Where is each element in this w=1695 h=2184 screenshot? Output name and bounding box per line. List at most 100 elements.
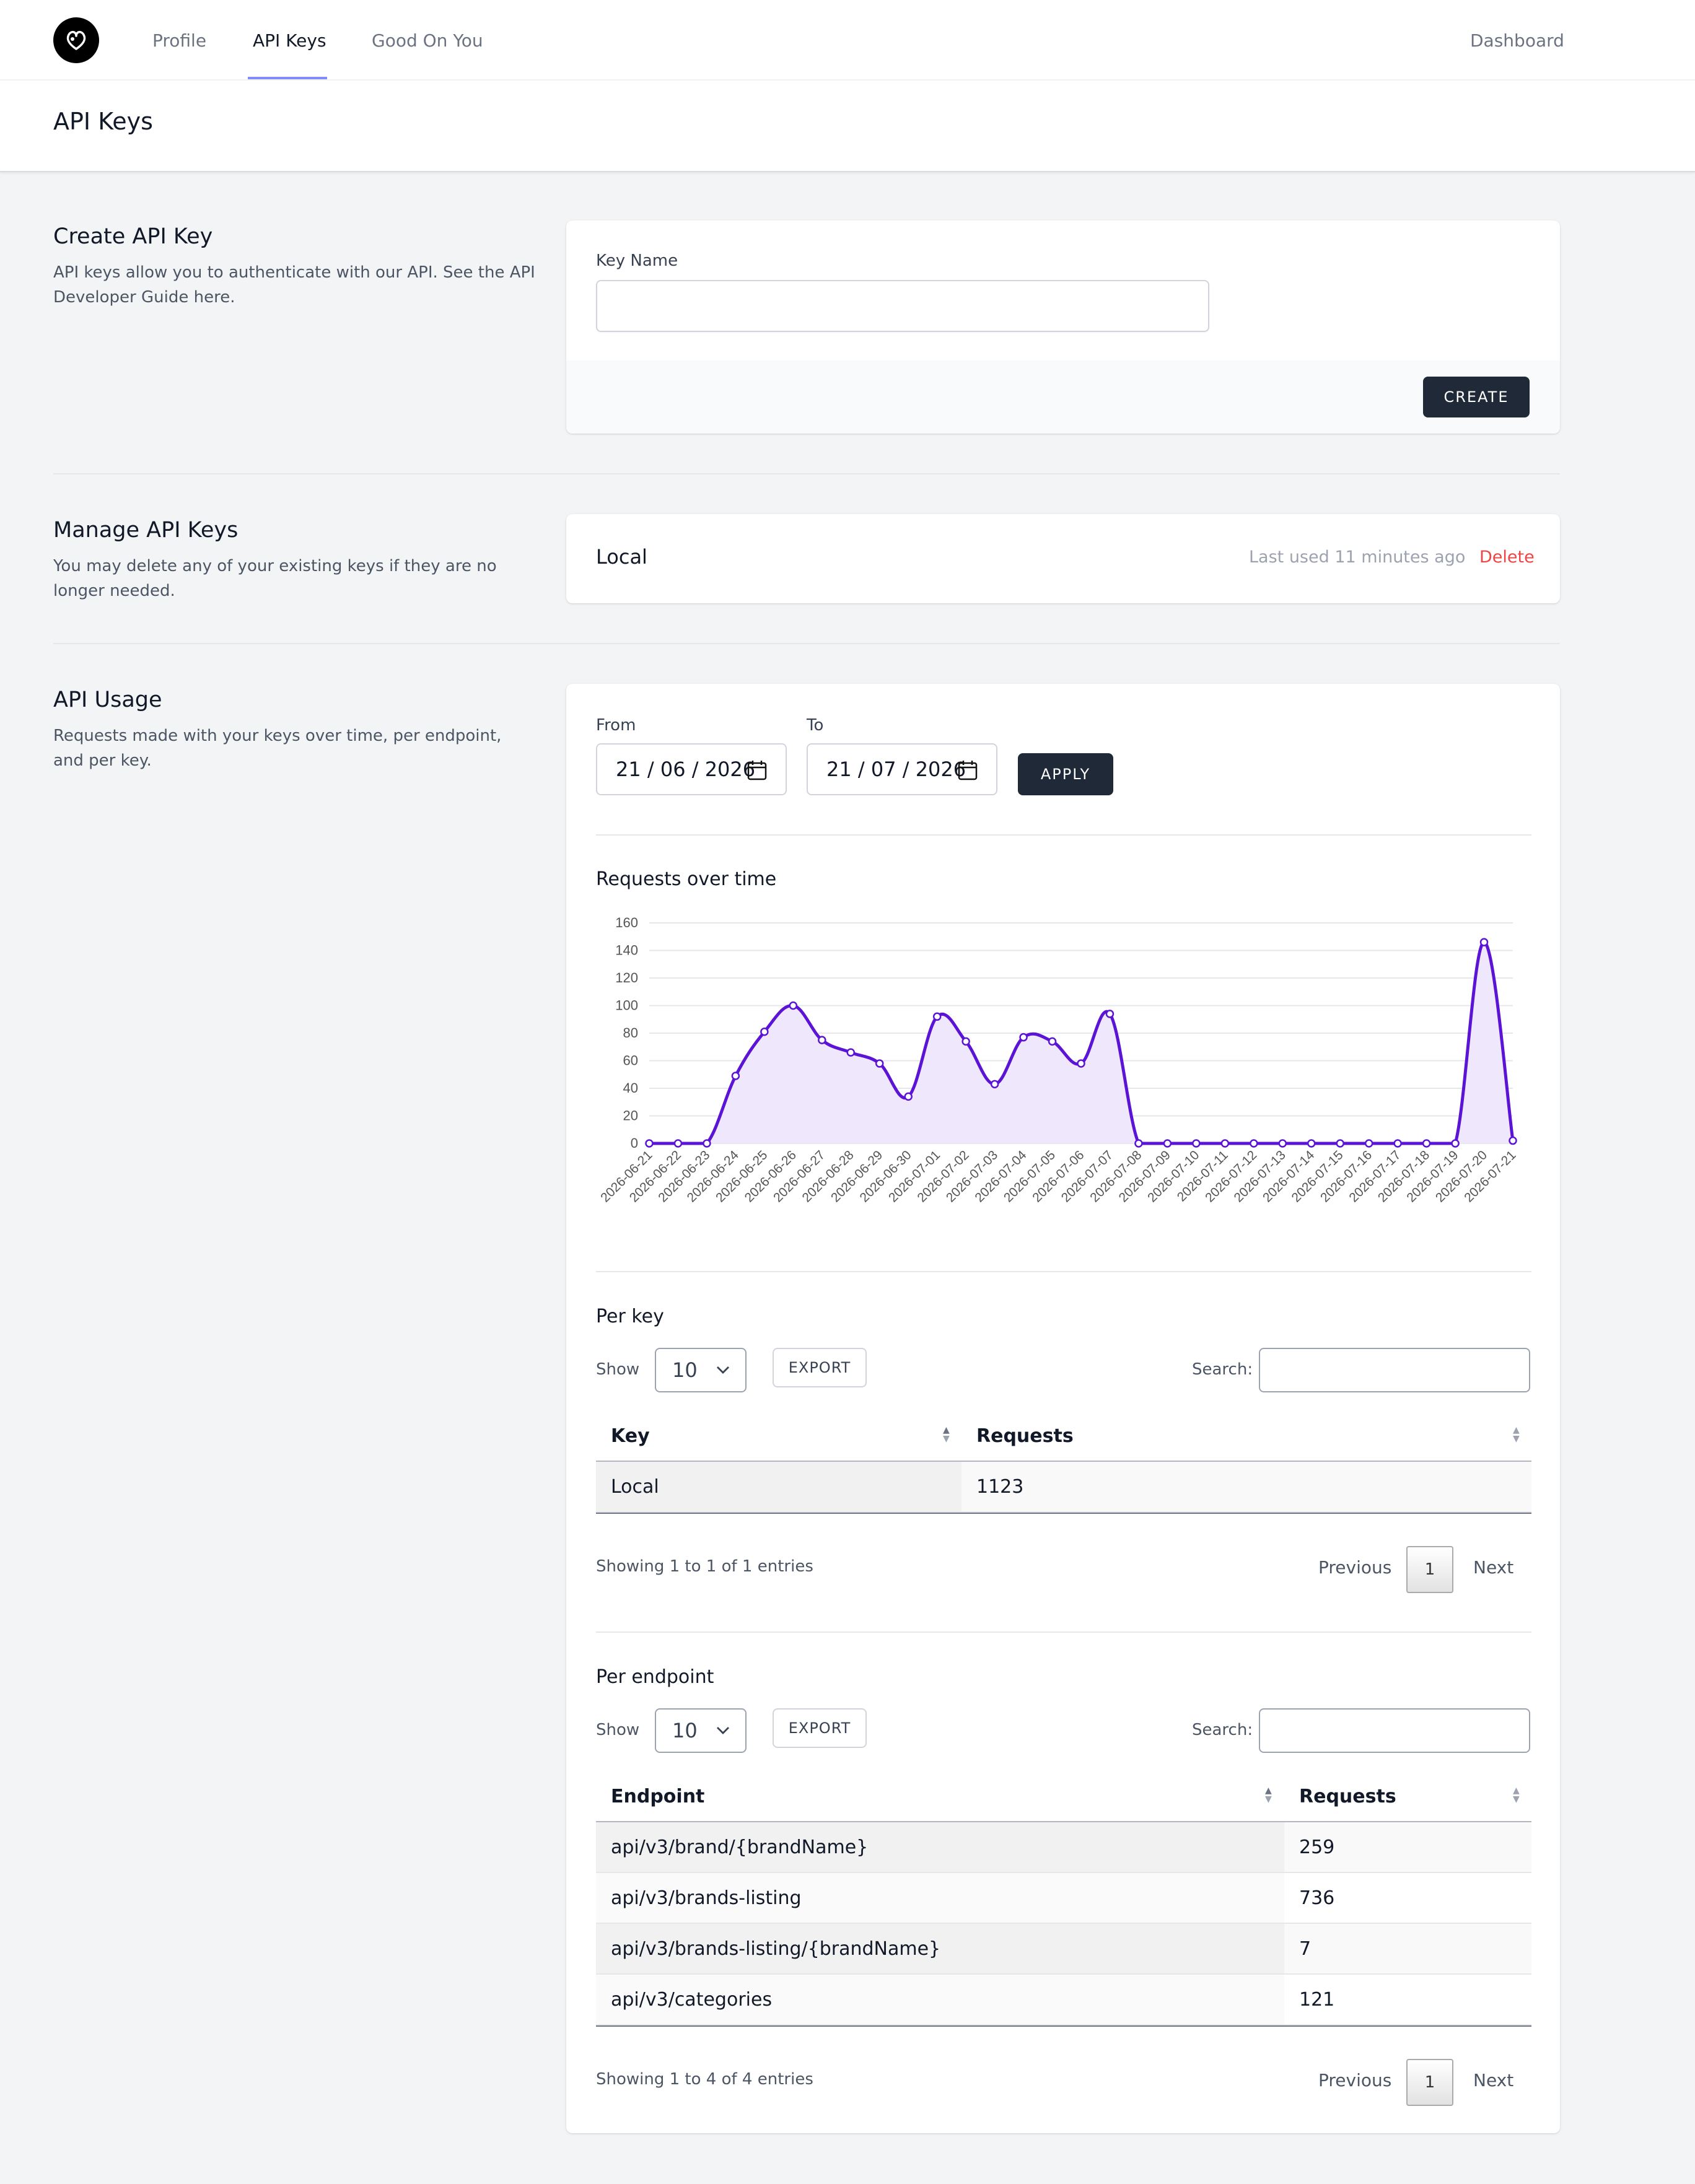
column-header-endpoint[interactable]: Endpoint bbox=[611, 1785, 705, 1807]
cell-requests: 736 bbox=[1299, 1887, 1335, 1909]
cell-requests: 259 bbox=[1299, 1836, 1335, 1858]
search-input[interactable] bbox=[1259, 1708, 1530, 1753]
sort-icon[interactable]: ▲ ▼ bbox=[943, 1425, 950, 1444]
cell-requests: 1123 bbox=[976, 1475, 1024, 1498]
y-tick-label: 60 bbox=[623, 1053, 638, 1068]
per-key-table: Key ▲ ▼ Requests ▲ ▼ Local 1123 bbox=[596, 1411, 1531, 1529]
divider bbox=[596, 1631, 1531, 1633]
cell-endpoint: api/v3/brands-listing bbox=[596, 1873, 1284, 1923]
chevron-down-icon bbox=[717, 1366, 729, 1374]
page-size-value: 10 bbox=[672, 1719, 698, 1742]
column-header-requests[interactable]: Requests bbox=[976, 1425, 1074, 1447]
calendar-icon[interactable] bbox=[747, 759, 767, 780]
previous-page-link[interactable]: Previous bbox=[1318, 2070, 1392, 2090]
search-label: Search: bbox=[1192, 1721, 1253, 1739]
data-point bbox=[1422, 1139, 1431, 1148]
table-bottom-border bbox=[596, 1513, 1531, 1514]
data-point bbox=[731, 1072, 740, 1080]
table-info: Showing 1 to 1 of 1 entries bbox=[596, 1557, 813, 1576]
table-header: Endpoint ▲ ▼ Requests ▲ ▼ bbox=[596, 1771, 1531, 1822]
data-point bbox=[846, 1048, 856, 1057]
nav-dashboard[interactable]: Dashboard bbox=[1470, 30, 1564, 51]
y-tick-label: 120 bbox=[615, 970, 638, 985]
previous-page-link[interactable]: Previous bbox=[1318, 1557, 1392, 1578]
data-point bbox=[1048, 1037, 1057, 1046]
column-header-requests[interactable]: Requests bbox=[1299, 1785, 1396, 1807]
create-section-title: Create API Key bbox=[53, 224, 213, 249]
data-point bbox=[1278, 1139, 1287, 1148]
sort-icon[interactable]: ▲ ▼ bbox=[1513, 1786, 1520, 1804]
y-tick-label: 20 bbox=[623, 1108, 638, 1124]
divider bbox=[596, 834, 1531, 836]
table-info: Showing 1 to 4 of 4 entries bbox=[596, 2070, 813, 2089]
section-divider bbox=[53, 643, 1560, 644]
usage-section-title: API Usage bbox=[53, 688, 162, 712]
last-used-text: Last used 11 minutes ago bbox=[1249, 548, 1466, 567]
nav-api-keys[interactable]: API Keys bbox=[253, 30, 326, 51]
key-name-input[interactable] bbox=[596, 280, 1209, 332]
manage-section-description: You may delete any of your existing keys… bbox=[53, 557, 497, 600]
data-point bbox=[1307, 1139, 1316, 1148]
delete-key-link[interactable]: Delete bbox=[1479, 548, 1535, 567]
cell-requests: 7 bbox=[1299, 1937, 1312, 1960]
search-input[interactable] bbox=[1259, 1348, 1530, 1392]
to-date-value: 21 / 07 / 2026 bbox=[826, 758, 966, 781]
table-row: api/v3/brand/{brandName} 259 bbox=[596, 1822, 1531, 1873]
active-tab-indicator bbox=[248, 77, 327, 79]
per-endpoint-title: Per endpoint bbox=[596, 1666, 714, 1688]
data-point bbox=[1220, 1139, 1230, 1148]
top-navigation: Profile API Keys Good On You Dashboard bbox=[0, 0, 1695, 81]
requests-over-time-chart: 0204060801001201401602026-06-212026-06-2… bbox=[598, 915, 1518, 1205]
create-button[interactable]: CREATE bbox=[1423, 377, 1530, 417]
apply-button[interactable]: APPLY bbox=[1018, 753, 1113, 795]
data-point bbox=[904, 1092, 913, 1101]
per-key-title: Per key bbox=[596, 1306, 664, 1327]
table-row: api/v3/brands-listing/{brandName} 7 bbox=[596, 1924, 1531, 1975]
data-point bbox=[818, 1036, 826, 1044]
data-point bbox=[1451, 1139, 1460, 1148]
series-area bbox=[649, 942, 1513, 1143]
usage-section-description: Requests made with your keys over time, … bbox=[53, 727, 502, 770]
data-point bbox=[1509, 1136, 1517, 1145]
from-date-input[interactable]: 21 / 06 / 2026 bbox=[596, 743, 787, 795]
nav-good-on-you[interactable]: Good On You bbox=[372, 30, 483, 51]
data-point bbox=[673, 1139, 683, 1148]
nav-profile[interactable]: Profile bbox=[152, 30, 207, 51]
cell-endpoint: api/v3/categories bbox=[596, 1975, 1284, 2024]
current-page-button[interactable]: 1 bbox=[1406, 1546, 1453, 1593]
export-button[interactable]: EXPORT bbox=[773, 1348, 867, 1387]
table-bottom-border bbox=[596, 2025, 1531, 2027]
page-title: API Keys bbox=[53, 108, 153, 135]
data-point bbox=[961, 1037, 970, 1046]
sort-icon[interactable]: ▲ ▼ bbox=[1513, 1425, 1520, 1444]
y-tick-label: 80 bbox=[623, 1025, 638, 1041]
column-header-key[interactable]: Key bbox=[611, 1425, 650, 1447]
per-endpoint-table: Endpoint ▲ ▼ Requests ▲ ▼ api/v3/brand/{br… bbox=[596, 1771, 1531, 2032]
key-name-label: Key Name bbox=[596, 251, 678, 270]
data-point bbox=[789, 1001, 798, 1010]
current-page-button[interactable]: 1 bbox=[1406, 2059, 1453, 2106]
page-size-select[interactable]: 10 bbox=[655, 1708, 747, 1753]
create-key-card: Key Name CREATE bbox=[566, 221, 1560, 434]
y-tick-label: 40 bbox=[623, 1080, 638, 1096]
to-date-input[interactable]: 21 / 07 / 2026 bbox=[807, 743, 997, 795]
page-size-select[interactable]: 10 bbox=[655, 1348, 747, 1392]
show-label: Show bbox=[596, 1721, 640, 1739]
search-label: Search: bbox=[1192, 1360, 1253, 1379]
next-page-link[interactable]: Next bbox=[1473, 2070, 1514, 2090]
data-point bbox=[1105, 1010, 1115, 1018]
export-button[interactable]: EXPORT bbox=[773, 1708, 867, 1748]
data-point bbox=[1250, 1139, 1258, 1148]
data-point bbox=[1192, 1139, 1201, 1148]
data-point bbox=[990, 1080, 999, 1089]
data-point bbox=[932, 1012, 942, 1021]
table-row: Local 1123 bbox=[596, 1462, 1531, 1513]
calendar-icon[interactable] bbox=[958, 759, 978, 780]
table-row: api/v3/categories 121 bbox=[596, 1975, 1531, 2025]
next-page-link[interactable]: Next bbox=[1473, 1557, 1514, 1578]
logo-icon[interactable] bbox=[53, 17, 99, 63]
chart-title: Requests over time bbox=[596, 868, 777, 890]
data-point bbox=[760, 1028, 769, 1036]
data-point bbox=[1134, 1139, 1143, 1148]
sort-icon[interactable]: ▲ ▼ bbox=[1265, 1786, 1272, 1804]
